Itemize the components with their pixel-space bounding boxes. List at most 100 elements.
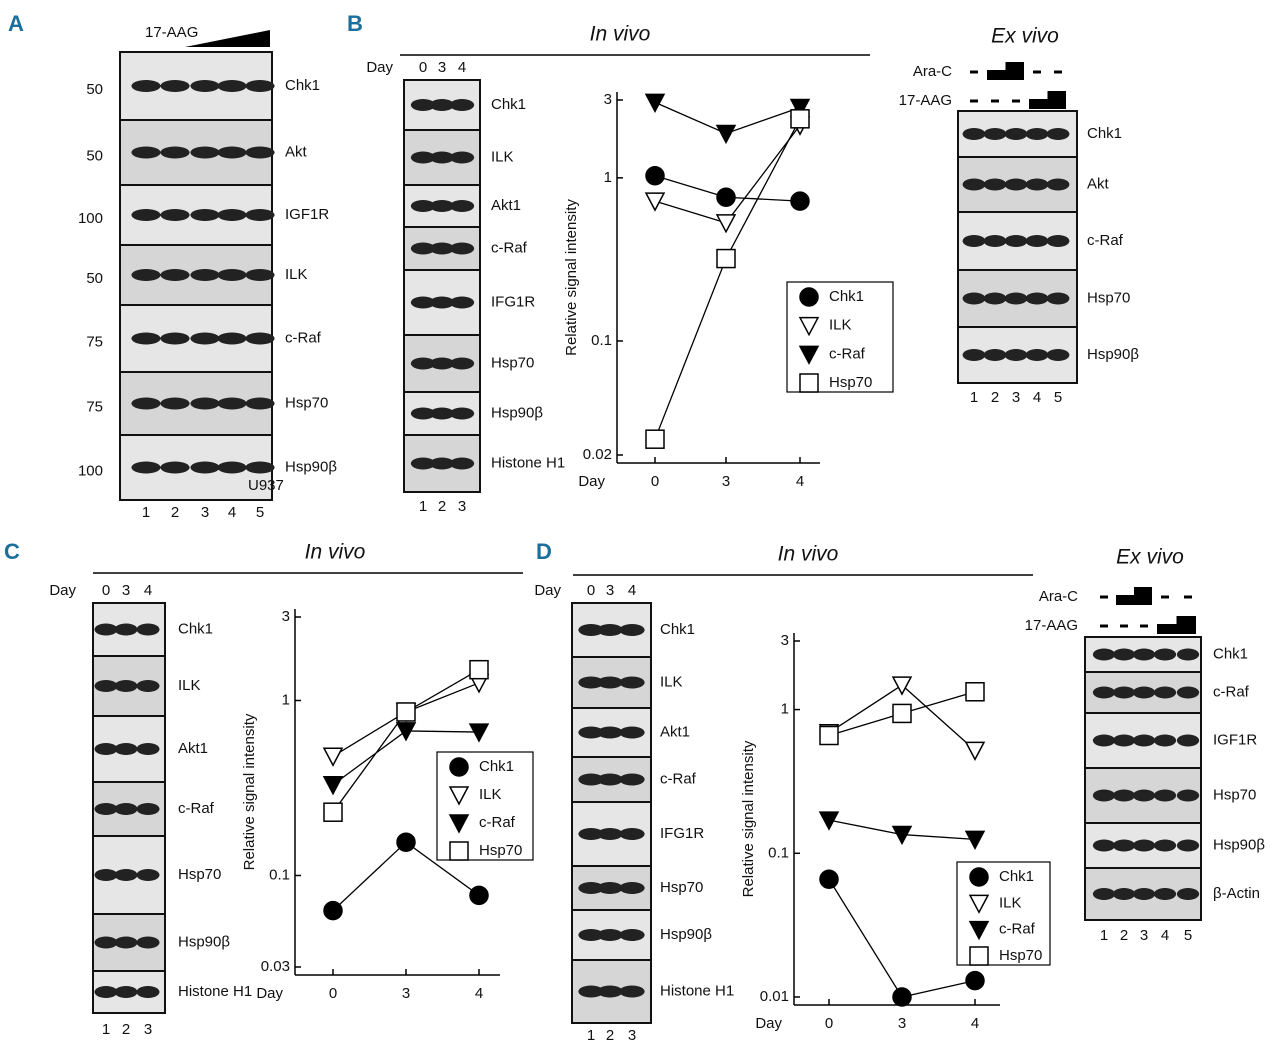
blot-band: [429, 99, 455, 111]
row-label: Chk1: [491, 96, 526, 113]
panel-label: C: [4, 539, 20, 564]
panel-label: A: [8, 11, 24, 36]
y-tick-label: 0.03: [261, 958, 290, 975]
blot-band: [94, 986, 118, 998]
treatment-label: Ara-C: [1039, 588, 1078, 605]
lane-label: 1: [102, 1021, 110, 1038]
blot-band: [190, 461, 220, 474]
blot-band: [114, 936, 138, 949]
data-point: [645, 429, 665, 449]
blot-band: [131, 146, 161, 159]
lane-label: 2: [122, 1021, 130, 1038]
data-point: [965, 682, 985, 702]
legend-label: c-Raf: [999, 921, 1036, 938]
blot-band: [136, 869, 160, 881]
blot-band: [1153, 888, 1177, 900]
blot-band: [131, 397, 161, 410]
panel-label: D: [536, 539, 552, 564]
dose-step: [1029, 91, 1066, 109]
blot-band: [245, 461, 275, 474]
blot-band: [1004, 128, 1028, 140]
minus-sign: [1033, 70, 1041, 74]
row-label: Hsp90β: [285, 458, 337, 475]
lane-label: 3: [144, 1021, 152, 1038]
minus-sign: [1161, 595, 1169, 599]
blot-band: [619, 726, 645, 739]
row-label: c-Raf: [1087, 232, 1124, 249]
blot-band: [136, 803, 160, 815]
blot-band: [619, 985, 645, 998]
lane-label: 1: [419, 498, 427, 515]
data-point: [396, 702, 416, 722]
data-point: [323, 802, 343, 822]
row-label: Hsp90β: [1213, 836, 1265, 853]
blot-band: [136, 680, 160, 692]
row-label: Hsp90β: [660, 926, 712, 943]
lane-label: 1: [587, 1027, 595, 1044]
lane-label: 3: [201, 504, 209, 521]
minus-sign: [970, 70, 978, 74]
row-label: Hsp70: [1213, 786, 1256, 803]
blot-band: [983, 349, 1007, 361]
series-line: [654, 118, 801, 440]
lane-label: 5: [256, 504, 264, 521]
y-tick-label: 3: [781, 632, 789, 649]
row-label: Chk1: [660, 621, 695, 638]
blot-band: [1092, 734, 1116, 747]
treatment-label: Ara-C: [913, 63, 952, 80]
blot-band: [1112, 686, 1136, 699]
blot-band: [578, 929, 604, 941]
row-label: Akt1: [178, 740, 208, 757]
row-label: Chk1: [1087, 125, 1122, 142]
day-label: Day: [366, 59, 393, 76]
blot-band: [619, 624, 645, 636]
data-point: [322, 747, 344, 767]
blot-band: [578, 773, 604, 786]
x-tick-label: 4: [796, 473, 804, 490]
blot-band: [962, 349, 986, 361]
blot-band: [1092, 888, 1116, 900]
blot-band: [190, 146, 220, 159]
blot-band: [217, 269, 247, 281]
x-tick-label: 0: [329, 985, 337, 1002]
blot-band: [217, 80, 247, 92]
lane-label: 4: [1161, 927, 1169, 944]
blot-band: [1153, 686, 1177, 699]
blot-band: [962, 128, 986, 140]
data-point: [819, 725, 839, 746]
mw-marker: 50: [86, 270, 103, 287]
blot-band: [217, 332, 247, 345]
blot-band: [429, 457, 455, 470]
blot-band: [619, 882, 645, 894]
day-tick: 3: [606, 582, 614, 599]
data-point: [715, 214, 737, 234]
legend-label: ILK: [999, 894, 1022, 911]
data-point: [469, 659, 489, 680]
row-label: ILK: [178, 677, 201, 694]
row-label: Hsp70: [285, 394, 328, 411]
blot-band: [983, 235, 1007, 247]
data-point: [891, 676, 913, 696]
panel-title: In vivo: [590, 23, 651, 46]
blot-band: [1004, 349, 1028, 361]
blot-band: [429, 296, 455, 309]
legend-marker: [969, 867, 989, 887]
blot-band: [962, 178, 986, 191]
lane-label: 2: [171, 504, 179, 521]
data-point: [469, 885, 489, 906]
blot-band: [619, 929, 645, 941]
legend-marker: [968, 894, 990, 914]
blot-band: [578, 726, 604, 739]
dose-step: [1116, 587, 1152, 605]
blot-band: [217, 146, 247, 159]
data-point: [716, 187, 736, 208]
x-tick-label: 3: [898, 1015, 906, 1032]
legend-marker: [449, 757, 469, 777]
blot-band: [962, 235, 986, 247]
blot-band: [449, 200, 475, 212]
blot-band: [597, 624, 623, 636]
treatment-label: 17-AAG: [899, 92, 952, 109]
row-label: c-Raf: [1213, 683, 1250, 700]
blot-band: [449, 457, 475, 470]
data-point: [789, 98, 811, 119]
